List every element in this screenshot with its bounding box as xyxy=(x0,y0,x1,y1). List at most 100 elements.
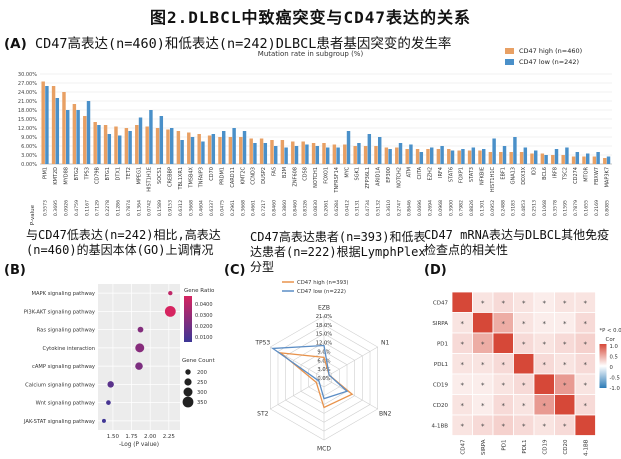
bar-high xyxy=(311,143,316,164)
significance-marker: * xyxy=(522,340,526,348)
bar-high xyxy=(207,135,212,164)
radar-tick-label: 3.0% xyxy=(317,367,330,373)
significance-marker: * xyxy=(543,299,547,307)
x-tick-label: SGK1 xyxy=(355,167,361,181)
bar-low xyxy=(263,143,268,164)
x-tick-label: STAT6 xyxy=(448,167,454,182)
cor-tick: 0 xyxy=(610,365,614,371)
bar-low xyxy=(55,98,60,164)
bar-high xyxy=(239,137,243,164)
cor-tick: -1.0 xyxy=(610,386,621,392)
p-value-label: 0.7982 xyxy=(459,200,465,216)
bar-low xyxy=(523,147,528,164)
heatmap-cell xyxy=(533,373,555,395)
y-tick-label: 0.00% xyxy=(21,162,37,168)
bar-low xyxy=(201,141,205,164)
significance-marker: * xyxy=(522,402,526,410)
significance-marker: * xyxy=(481,381,485,389)
radar-tick-label: 12.0% xyxy=(316,341,333,347)
bar-high xyxy=(551,155,555,164)
bar-low xyxy=(346,131,351,164)
p-value-label: 0.3131 xyxy=(355,200,361,216)
p-value-label: 0.2488 xyxy=(500,200,506,216)
significance-marker: * xyxy=(563,340,567,348)
significance-marker: * xyxy=(522,320,526,328)
p-value-label: 0.2961 xyxy=(230,200,236,216)
pathway-label: Calcium signaling pathway xyxy=(25,382,95,388)
p-value-label: 0.0742 xyxy=(147,200,153,216)
bar-low xyxy=(586,153,590,164)
gene-ratio-tick: 0.0100 xyxy=(195,335,213,341)
radar-axis-label: ST2 xyxy=(257,410,268,417)
bar-low xyxy=(388,149,392,164)
p-value-label: 0.7217 xyxy=(261,200,267,216)
bar-high xyxy=(405,149,409,164)
x-tick-label: TBL1XR1 xyxy=(178,167,184,191)
bar-low xyxy=(461,149,465,164)
heatmap-cell xyxy=(554,394,576,416)
x-tick-label: HIST1H1E xyxy=(147,167,153,192)
x-tick-label: EBF1 xyxy=(500,167,506,180)
significance-marker: * xyxy=(522,299,526,307)
panel-a-subtitle: Mutation rate in subgroup (%) xyxy=(257,50,364,58)
gene-count-tick: 200 xyxy=(197,370,207,376)
heatmap-row-label: CD19 xyxy=(433,382,449,388)
pathway-dot xyxy=(168,290,173,296)
radar-tick-label: 9.0% xyxy=(317,349,330,355)
p-value-label: 0.1589 xyxy=(157,200,163,216)
x-tick-label: 2.00 xyxy=(144,434,157,440)
p-value-label: 0.3668 xyxy=(188,200,194,216)
x-tick-label: B2M xyxy=(282,167,288,178)
x-tick-label: 1.75 xyxy=(125,434,138,440)
bar-high xyxy=(332,144,337,164)
pathway-label: cAMP signaling pathway xyxy=(32,364,95,370)
p-value-label: 0.5573 xyxy=(43,200,49,216)
x-tick-label: DUSP2 xyxy=(261,167,267,184)
x-tick-label: TNFRSF14 xyxy=(334,167,340,194)
p-value-label: 0.8826 xyxy=(469,200,475,216)
bar-low xyxy=(440,146,444,164)
bar-low xyxy=(180,140,184,164)
x-tick-label: KMT2D xyxy=(53,167,59,185)
bar-low xyxy=(534,150,538,164)
significance-marker: * xyxy=(522,381,526,389)
gene-count-dot xyxy=(182,396,194,408)
bar-high xyxy=(519,152,524,164)
x-tick-label: NOTCH2 xyxy=(396,167,402,188)
significance-marker: * xyxy=(563,299,567,307)
heatmap-row-label: 4-1BB xyxy=(431,423,448,429)
p-value-label: 0.1655 xyxy=(584,200,590,216)
p-value-label: 0.1595 xyxy=(563,200,569,216)
x-tick-label: CREBBP xyxy=(168,167,174,187)
bar-high xyxy=(571,156,576,164)
p-value-label: 0.3900 xyxy=(448,200,454,216)
heatmap-cell xyxy=(513,353,535,375)
radar-axis-label: MCD xyxy=(317,446,331,453)
radar-tick-label: 6.0% xyxy=(317,358,330,364)
legend-label-low: CD47 low (n=242) xyxy=(519,57,580,66)
bar-high xyxy=(374,146,378,164)
pathway-dot xyxy=(106,400,111,405)
bar-low xyxy=(430,147,434,164)
significance-marker: * xyxy=(481,422,485,430)
heatmap-cell xyxy=(574,414,596,436)
bar-high xyxy=(72,104,77,164)
x-tick-label: MYD88 xyxy=(64,167,70,185)
gene-count-tick: 250 xyxy=(197,380,207,386)
bar-high xyxy=(155,128,160,164)
p-value-label: 0.0926 xyxy=(64,200,70,216)
bar-high xyxy=(41,81,45,164)
bar-low xyxy=(128,131,132,164)
heatmap-cell xyxy=(472,312,494,334)
cor-tick: 0.5 xyxy=(610,355,618,361)
panel-a-legend: CD47 high (n=460) CD47 low (n=242) xyxy=(505,45,582,67)
y-tick-label: 9.00% xyxy=(21,135,37,141)
p-value-label: 0.1068 xyxy=(542,200,548,216)
significance-marker: * xyxy=(543,422,547,430)
bar-low xyxy=(367,134,372,164)
bar-low xyxy=(284,147,288,164)
heatmap-col-label: 4-1BB xyxy=(583,439,589,456)
bar-low xyxy=(159,116,164,164)
legend-item-low: CD47 low (n=242) xyxy=(505,56,582,67)
significance-marker: * xyxy=(563,381,567,389)
